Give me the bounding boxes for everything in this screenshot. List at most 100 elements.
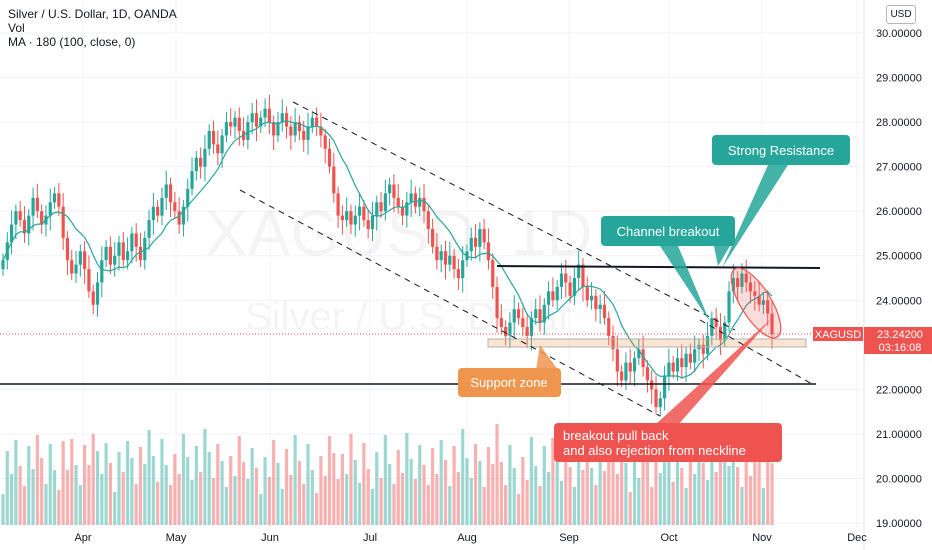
candle-body — [620, 371, 624, 381]
candle-body — [542, 304, 546, 323]
volume-bar — [323, 476, 327, 525]
volume-bar — [598, 454, 602, 525]
symbol-tag — [813, 327, 863, 341]
candle-body — [714, 318, 718, 327]
volume-bar — [246, 479, 250, 525]
price-tick: 27.00000 — [876, 162, 922, 174]
candle-body — [508, 322, 512, 336]
candle-body — [370, 215, 375, 229]
volume-bar — [491, 464, 495, 525]
candle-body — [662, 376, 667, 399]
candle-body — [259, 117, 263, 127]
volume-bar — [418, 445, 422, 525]
candle-body — [246, 122, 250, 140]
volume-bar — [173, 454, 177, 525]
volume-bar — [662, 427, 667, 525]
month-tick: May — [166, 532, 187, 544]
volume-bar — [181, 434, 186, 525]
candle-body — [516, 309, 521, 319]
volume-bar — [551, 438, 555, 525]
volume-bar — [44, 484, 48, 525]
volume-bar — [104, 443, 108, 525]
volume-bar — [448, 486, 452, 525]
month-tick: Dec — [847, 532, 867, 544]
volume-bar — [143, 464, 147, 525]
volume-bar — [396, 450, 400, 525]
volume-bar — [297, 461, 302, 525]
volume-bar — [108, 463, 113, 525]
currency-button[interactable]: USD — [886, 5, 916, 24]
volume-bar — [589, 468, 594, 525]
volume-bar — [117, 452, 121, 525]
candle-body — [48, 202, 52, 216]
symbol-tag-text: XAGUSD — [815, 329, 862, 341]
volume-bar — [370, 489, 375, 525]
volume-bar — [572, 487, 576, 525]
candle-body — [534, 309, 538, 319]
candle-body — [723, 322, 727, 341]
candle-body — [740, 273, 744, 287]
time-axis[interactable]: Apr May Jun Jul Aug Sep Oct Nov Dec — [74, 532, 867, 544]
candle-body — [57, 193, 61, 207]
volume-bar — [761, 488, 766, 525]
volume-bar — [259, 494, 263, 525]
volume-bar — [319, 456, 323, 525]
volume-bar — [156, 482, 160, 525]
volume-bar — [207, 452, 211, 525]
candle-body — [302, 131, 306, 140]
candle-body — [431, 229, 435, 247]
support-zone-text: Support zone — [470, 375, 547, 390]
volume-bar — [357, 483, 362, 525]
candle-body — [366, 220, 370, 229]
candle-body — [134, 233, 138, 247]
candle-body — [658, 398, 662, 408]
price-tick: 19.00000 — [876, 518, 922, 530]
candle-body — [504, 327, 508, 336]
volume-bar — [413, 479, 418, 525]
candle-body — [95, 282, 100, 305]
candle-body — [91, 291, 95, 305]
pullback-pointer — [655, 318, 772, 425]
volume-bar — [508, 445, 512, 525]
candle-body — [362, 206, 366, 221]
volume-bar — [177, 474, 181, 525]
channel-breakout-callout — [601, 216, 735, 246]
support-zone-pointer — [536, 345, 558, 370]
candle-body — [770, 313, 774, 335]
volume-bar — [280, 489, 284, 525]
candle-body — [465, 251, 469, 261]
volume-bar — [632, 452, 637, 525]
candle-body — [731, 278, 735, 292]
candle-body — [581, 264, 585, 287]
candle-body — [186, 188, 190, 207]
candle-body — [156, 206, 160, 216]
volume-bar — [564, 447, 568, 525]
price-tick: 29.00000 — [876, 73, 922, 85]
candle-body — [220, 135, 224, 154]
candle-body — [272, 122, 276, 136]
candle-body — [147, 220, 151, 238]
candle-body — [379, 202, 383, 212]
volume-bar — [439, 440, 443, 525]
volume-bar — [57, 490, 61, 525]
price-axis[interactable]: 30.00000 29.00000 28.00000 27.00000 26.00000… — [876, 28, 922, 530]
volume-bar — [224, 487, 228, 525]
volume-bar — [542, 446, 546, 525]
candle-body — [396, 197, 400, 207]
candle-body — [624, 362, 628, 381]
volume-bar — [521, 457, 525, 525]
candle-body — [375, 202, 379, 216]
candle-body — [478, 229, 482, 247]
volume-bar — [744, 453, 748, 525]
volume-bar — [714, 472, 718, 525]
candle-body — [564, 273, 568, 283]
volume-bar — [14, 440, 18, 525]
candle-body — [748, 282, 753, 292]
candle-body — [667, 362, 671, 376]
candle-body — [173, 202, 177, 212]
price-tick: 25.00000 — [876, 251, 922, 263]
volume-bar — [61, 441, 65, 525]
volume-bar — [753, 442, 757, 525]
volume-bar — [263, 457, 267, 525]
